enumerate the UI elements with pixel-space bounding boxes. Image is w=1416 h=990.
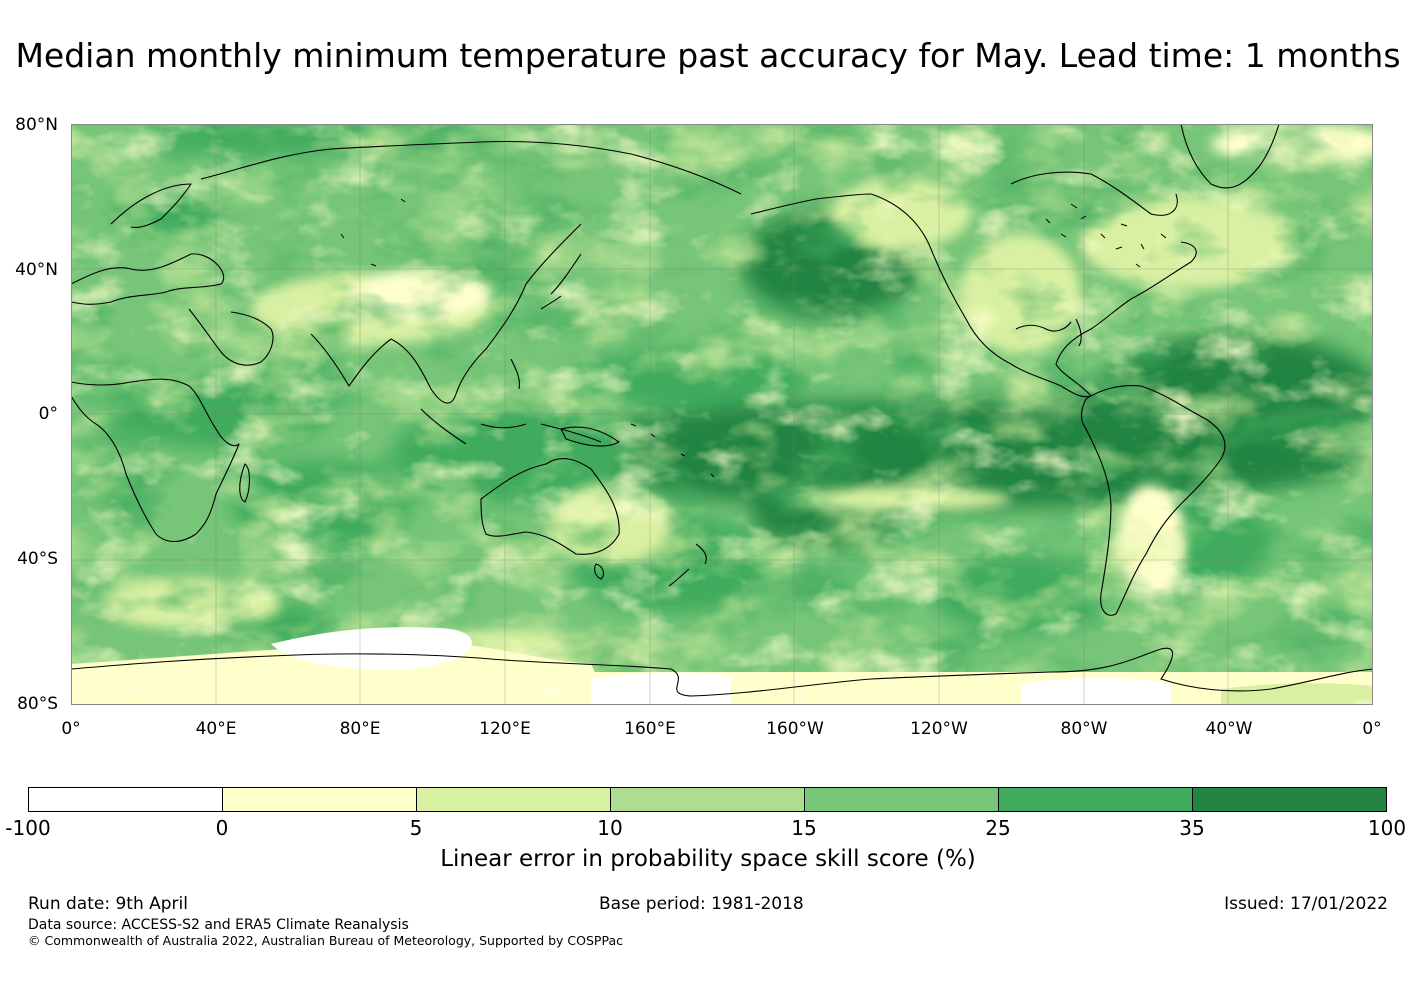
colorbar-segment — [29, 788, 223, 811]
lon-label-80w: 80°W — [1060, 719, 1108, 739]
lon-label-0-left: 0° — [61, 719, 81, 739]
colorbar-tick: 100 — [1367, 816, 1407, 840]
coast-arabia — [188, 308, 274, 366]
coast-scandinavia — [110, 183, 192, 228]
colorbar-segment — [805, 788, 999, 811]
colorbar — [28, 787, 1387, 812]
lon-label-160w: 160°W — [766, 719, 824, 739]
lon-label-80e: 80°E — [339, 719, 381, 739]
lon-label-0-right: 0° — [1362, 719, 1382, 739]
coast-antarctica — [71, 647, 1373, 697]
colorbar-segment — [999, 788, 1193, 811]
lon-label-160e: 160°E — [624, 719, 676, 739]
coast-australia — [480, 458, 620, 555]
coast-europe — [71, 253, 224, 305]
coast-japan — [540, 253, 582, 310]
copyright: © Commonwealth of Australia 2022, Austra… — [28, 933, 623, 948]
coast-india — [310, 333, 392, 387]
colorbar-segment — [417, 788, 611, 811]
lon-label-40e: 40°E — [195, 719, 237, 739]
lon-label-40w: 40°W — [1205, 719, 1253, 739]
map-canvas — [71, 124, 1373, 705]
issued-date: Issued: 17/01/2022 — [1224, 894, 1388, 914]
coast-indonesia — [420, 408, 602, 445]
coast-siberia — [200, 140, 742, 195]
coast-southamerica — [1080, 385, 1226, 616]
coast-newzealand — [668, 543, 707, 587]
run-date: Run date: 9th April — [28, 894, 188, 914]
base-period: Base period: 1981-2018 — [599, 894, 804, 914]
colorbar-tick: 35 — [1179, 816, 1205, 840]
graticule — [71, 124, 1373, 705]
coast-tasmania — [594, 563, 605, 580]
coast-africa — [71, 378, 240, 543]
colorbar-segment — [1193, 788, 1386, 811]
colorbar-tick: 0 — [215, 816, 229, 840]
coast-alaska — [750, 193, 872, 215]
chart-title: Median monthly minimum temperature past … — [15, 36, 1401, 75]
lon-label-120w: 120°W — [910, 719, 968, 739]
coast-philippines — [510, 358, 520, 390]
lon-label-120e: 120°E — [479, 719, 531, 739]
colorbar-tick: 15 — [791, 816, 817, 840]
lat-label-80s: 80°S — [17, 694, 58, 714]
coast-canada — [1010, 171, 1178, 216]
coast-newguinea — [560, 426, 620, 447]
coast-florida — [1075, 318, 1082, 347]
islands — [340, 198, 1167, 478]
lat-label-40n: 40°N — [15, 260, 58, 280]
coast-northamerica — [870, 193, 1197, 398]
lat-label-40s: 40°S — [17, 549, 58, 569]
skill-score-map — [71, 124, 1373, 705]
colorbar-segment — [611, 788, 805, 811]
colorbar-tick: 25 — [985, 816, 1011, 840]
lat-label-0: 0° — [38, 404, 58, 424]
lat-label-80n: 80°N — [15, 115, 58, 135]
map-frame — [71, 124, 1373, 705]
coast-eastasia — [390, 223, 582, 404]
colorbar-tick: 5 — [409, 816, 423, 840]
data-source: Data source: ACCESS-S2 and ERA5 Climate … — [28, 917, 409, 933]
colorbar-tick: -100 — [5, 816, 51, 840]
coast-greenland — [1180, 124, 1280, 189]
coast-gulf — [1015, 321, 1072, 332]
colorbar-label: Linear error in probability space skill … — [440, 846, 976, 872]
coastlines — [71, 124, 1373, 697]
coast-madagascar — [239, 463, 251, 503]
colorbar-segment — [223, 788, 417, 811]
colorbar-tick: 10 — [597, 816, 623, 840]
